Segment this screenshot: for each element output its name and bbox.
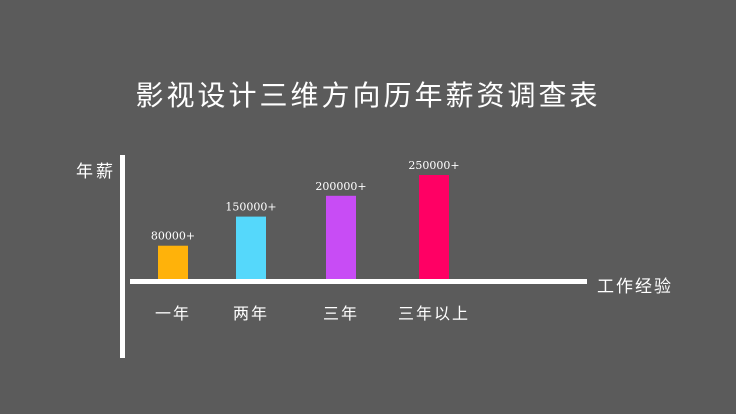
x-tick-label-3: 三年 xyxy=(323,304,359,323)
y-axis-label: 年薪 xyxy=(76,162,116,182)
data-label-3: 200000+ xyxy=(315,180,366,193)
bar-1 xyxy=(158,245,188,279)
data-label-1: 80000+ xyxy=(151,230,195,243)
x-axis-label: 工作经验 xyxy=(597,277,673,297)
chart-title: 影视设计三维方向历年薪资调查表 xyxy=(135,79,601,112)
bar-3 xyxy=(326,195,356,279)
x-axis-line xyxy=(130,279,587,284)
x-tick-label-1: 一年 xyxy=(155,304,191,323)
data-label-2: 150000+ xyxy=(225,201,276,214)
y-axis-line xyxy=(120,155,125,358)
data-label-4: 250000+ xyxy=(408,159,459,172)
x-tick-label-2: 两年 xyxy=(233,304,269,323)
x-tick-label-4: 三年以上 xyxy=(398,304,470,323)
bar-2 xyxy=(236,216,266,279)
bar-4 xyxy=(419,175,449,279)
